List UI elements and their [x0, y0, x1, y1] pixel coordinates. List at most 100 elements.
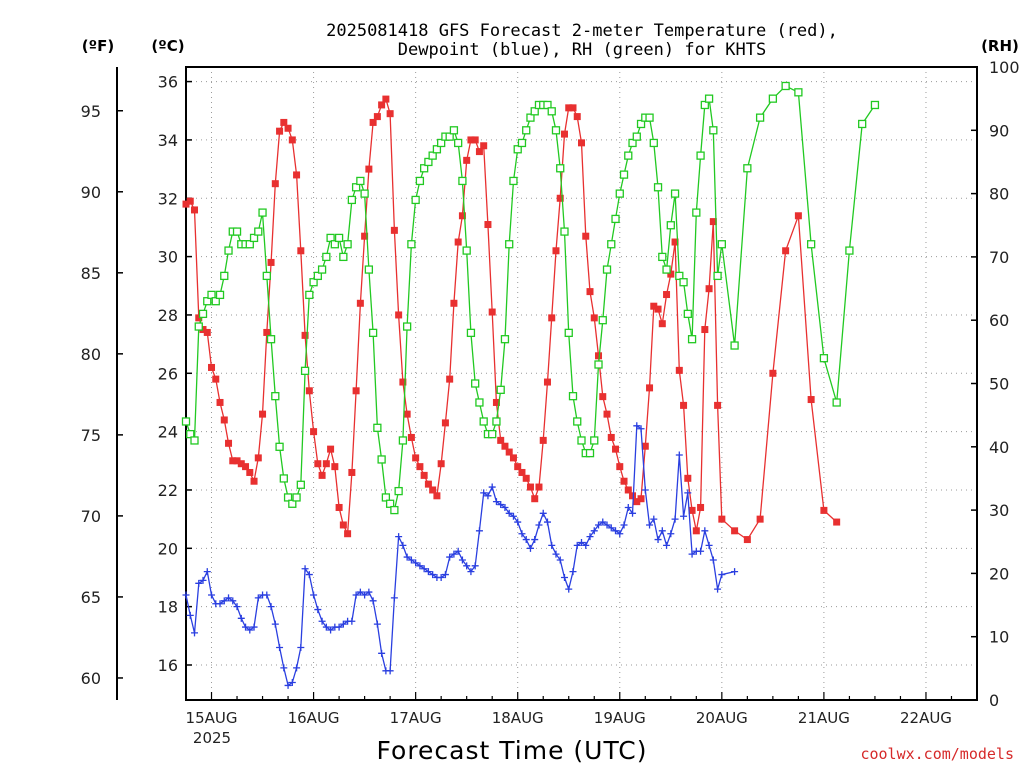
rh-point	[279, 474, 288, 483]
temperature-point	[697, 503, 705, 511]
rh-point	[564, 328, 573, 338]
dewpoint-point	[492, 498, 500, 506]
rh-point	[658, 252, 667, 262]
dewpoint-point	[267, 603, 275, 611]
temperature-point	[297, 247, 305, 255]
temperature-point	[705, 285, 713, 293]
temperature-point	[437, 460, 445, 468]
rh-point	[385, 499, 395, 508]
temperature-point	[539, 436, 547, 444]
temperature-point	[560, 130, 568, 138]
temperature-point	[348, 468, 356, 476]
temperature-point	[663, 291, 671, 299]
temperature-point	[352, 387, 360, 395]
rh-point	[675, 271, 684, 281]
temperature-point	[356, 299, 364, 307]
rh-point	[568, 392, 578, 401]
celsius-tick-label: 16	[158, 656, 178, 675]
rh-point	[347, 195, 357, 205]
dewpoint-point	[497, 501, 505, 509]
temperature-point	[807, 396, 815, 404]
temperature-point	[782, 247, 790, 255]
temperature-point	[216, 398, 224, 406]
dewpoint-point	[305, 571, 313, 579]
rh-point	[283, 493, 293, 502]
rh-point	[858, 119, 867, 129]
rh-point	[258, 208, 267, 217]
rh-point	[245, 240, 254, 249]
temperature-point	[484, 221, 492, 229]
dewpoint-point	[658, 527, 666, 535]
celsius-tick-label: 26	[158, 364, 178, 383]
rh-point	[466, 328, 476, 338]
temperature-point	[480, 142, 488, 150]
rh-point	[713, 271, 722, 281]
dewpoint-point	[208, 591, 216, 599]
dewpoint-point	[373, 620, 381, 628]
temperature-point	[344, 530, 352, 538]
temperature-point	[680, 401, 688, 409]
rh-point	[454, 138, 463, 148]
rh-point	[505, 240, 514, 249]
dewpoint-point	[624, 503, 632, 511]
dewpoint-point	[654, 536, 662, 544]
rh-tick-label: 80	[989, 185, 1009, 204]
rh-point	[679, 278, 688, 287]
rh-point	[368, 328, 378, 338]
dewpoint-point	[509, 512, 517, 520]
dewpoint-point	[250, 623, 258, 631]
temperature-point	[399, 378, 407, 386]
temperature-point	[509, 454, 517, 462]
rh-point	[262, 271, 271, 281]
time-tick-label: 18AUG	[492, 709, 544, 727]
dewpoint-point	[280, 664, 288, 672]
rh-point	[781, 81, 790, 91]
celsius-tick-label: 24	[158, 423, 178, 442]
rh-point	[696, 151, 705, 160]
temperature-point	[769, 369, 777, 377]
dewpoint-point	[335, 623, 343, 631]
dewpoint-point	[416, 562, 424, 570]
temperature-point	[280, 118, 288, 126]
dewpoint-point	[352, 591, 360, 599]
rh-point	[203, 297, 212, 306]
dewpoint-point	[556, 556, 564, 564]
dewpoint-point	[718, 571, 726, 579]
dewpoint-point	[471, 562, 479, 570]
fahrenheit-tick-label: 90	[81, 183, 101, 202]
temperature-point	[233, 457, 241, 465]
temperature-point	[407, 433, 415, 441]
dewpoint-point	[467, 568, 475, 576]
dewpoint-point	[361, 591, 369, 599]
temperature-point	[637, 495, 645, 503]
series-dewpoint	[182, 422, 739, 689]
dewpoint-point	[420, 565, 428, 573]
fahrenheit-axis: 60 65 70 75 80 85 90 95	[81, 102, 123, 688]
dewpoint-point	[688, 550, 696, 558]
rh-point	[449, 126, 459, 135]
rh-point	[424, 157, 433, 167]
rh-point	[220, 271, 229, 281]
temperature-point	[254, 454, 262, 462]
temperature-point	[199, 326, 207, 334]
dewpoint-point	[288, 678, 296, 686]
dewpoint-point	[475, 527, 483, 535]
temperature-point	[650, 302, 658, 310]
dewpoint-point	[463, 562, 471, 570]
temperature-point	[518, 468, 526, 476]
rh-point	[547, 107, 556, 116]
temperature-point	[590, 314, 598, 322]
dewpoint-point	[369, 597, 377, 605]
rh-point	[271, 392, 280, 401]
rh-point	[556, 164, 565, 173]
temperature-point	[578, 139, 585, 147]
temperature-point	[463, 156, 471, 164]
temperature-point	[220, 416, 228, 424]
temperature-point	[573, 113, 581, 121]
temperature-point	[667, 270, 675, 278]
temperature-point	[641, 442, 649, 450]
rh-point	[479, 417, 488, 426]
rh-point	[390, 505, 399, 515]
rh-point	[330, 240, 339, 249]
rh-point	[573, 417, 582, 426]
